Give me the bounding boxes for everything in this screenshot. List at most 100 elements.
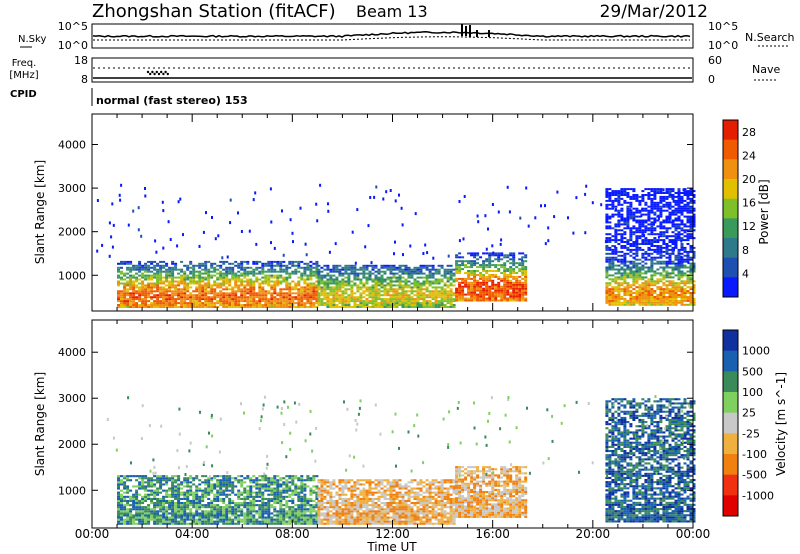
heatmap-cell <box>467 266 471 269</box>
heatmap-cell <box>413 272 417 275</box>
heatmap-cell <box>641 235 645 238</box>
heatmap-cell <box>267 274 271 277</box>
heatmap-cell <box>162 209 165 213</box>
heatmap-cell <box>141 512 145 515</box>
heatmap-cell <box>243 280 247 283</box>
heatmap-cell <box>156 499 160 502</box>
heatmap-cell <box>329 268 333 271</box>
heatmap-cell <box>237 506 241 509</box>
heatmap-cell <box>686 233 690 236</box>
heatmap-cell <box>273 491 277 494</box>
heatmap-cell <box>285 272 289 275</box>
heatmap-cell <box>392 306 396 308</box>
heatmap-cell <box>440 294 444 297</box>
heatmap-cell <box>617 233 621 236</box>
heatmap-cell <box>428 270 432 273</box>
heatmap-cell <box>261 288 265 291</box>
heatmap-cell <box>117 516 120 519</box>
heatmap-cell <box>255 487 259 490</box>
heatmap-cell <box>392 284 396 287</box>
heatmap-cell <box>147 504 151 507</box>
heatmap-cell <box>217 234 220 238</box>
heatmap-cell <box>141 506 145 509</box>
heatmap-cell <box>294 284 298 287</box>
heatmap-cell <box>273 489 277 492</box>
heatmap-cell <box>527 224 530 228</box>
heatmap-cell <box>237 306 241 308</box>
heatmap-cell <box>183 298 187 301</box>
heatmap-cell <box>344 306 348 308</box>
heatmap-cell <box>509 272 513 274</box>
heatmap-cell <box>437 292 441 295</box>
date-label: 29/Mar/2012 <box>600 2 708 22</box>
heatmap-cell <box>174 268 178 271</box>
heatmap-cell <box>273 302 277 305</box>
heatmap-cell <box>192 304 196 306</box>
heatmap-cell <box>317 294 321 297</box>
heatmap-cell <box>129 284 133 287</box>
heatmap-cell <box>455 277 459 280</box>
heatmap-cell <box>267 512 271 515</box>
heatmap-cell <box>650 194 654 196</box>
heatmap-cell <box>282 253 285 257</box>
heatmap-cell <box>177 522 181 525</box>
heatmap-cell <box>512 293 516 296</box>
heatmap-cell <box>674 246 678 249</box>
heatmap-cell <box>632 288 636 291</box>
heatmap-cell <box>189 504 193 507</box>
heatmap-cell <box>317 288 321 291</box>
heatmap-cell <box>317 272 321 275</box>
heatmap-cell <box>497 210 500 214</box>
heatmap-cell <box>476 258 480 261</box>
heatmap-cell <box>656 294 660 296</box>
heatmap-cell <box>671 280 675 283</box>
heatmap-cell <box>317 280 321 283</box>
heatmap-cell <box>165 493 169 496</box>
heatmap-cell <box>192 276 196 279</box>
heatmap-cell <box>680 243 684 245</box>
heatmap-cell <box>494 293 498 296</box>
heatmap-cell <box>458 264 462 267</box>
heatmap-cell <box>647 229 651 232</box>
heatmap-cell <box>629 211 633 214</box>
heatmap-cell <box>150 491 154 494</box>
heatmap-cell <box>413 298 417 301</box>
heatmap-cell <box>419 284 423 287</box>
heatmap-cell <box>252 260 256 263</box>
heatmap-cell <box>620 272 624 275</box>
heatmap-cell <box>626 221 630 224</box>
heatmap-cell <box>222 491 226 494</box>
heatmap-cell <box>332 278 336 281</box>
heatmap-cell <box>605 288 609 291</box>
heatmap-cell <box>347 266 351 269</box>
heatmap-cell <box>174 481 178 484</box>
heatmap-cell <box>279 260 283 263</box>
heatmap-cell <box>659 215 663 218</box>
heatmap-cell <box>252 280 256 283</box>
heatmap-cell <box>156 274 160 277</box>
heatmap-cell <box>422 306 426 308</box>
heatmap-cell <box>425 294 429 297</box>
heatmap-cell <box>680 209 684 212</box>
heatmap-cell <box>680 211 684 214</box>
heatmap-cell <box>129 479 133 482</box>
heatmap-cell <box>671 282 675 285</box>
heatmap-cell <box>246 522 250 525</box>
heatmap-cell <box>282 292 286 295</box>
heatmap-cell <box>491 275 495 278</box>
heatmap-cell <box>147 489 151 492</box>
heatmap-cell <box>210 518 214 521</box>
heatmap-cell <box>171 296 175 299</box>
heatmap-cell <box>261 272 265 275</box>
heatmap-cell <box>240 504 244 507</box>
heatmap-cell <box>129 306 133 308</box>
heatmap-cell <box>261 508 265 511</box>
heatmap-cell <box>362 286 366 289</box>
heatmap-cell <box>410 306 414 308</box>
heatmap-cell <box>183 502 187 505</box>
heatmap-cell <box>632 231 636 234</box>
heatmap-cell <box>614 264 618 267</box>
heatmap-cell <box>653 248 657 251</box>
heatmap-cell <box>626 211 630 214</box>
